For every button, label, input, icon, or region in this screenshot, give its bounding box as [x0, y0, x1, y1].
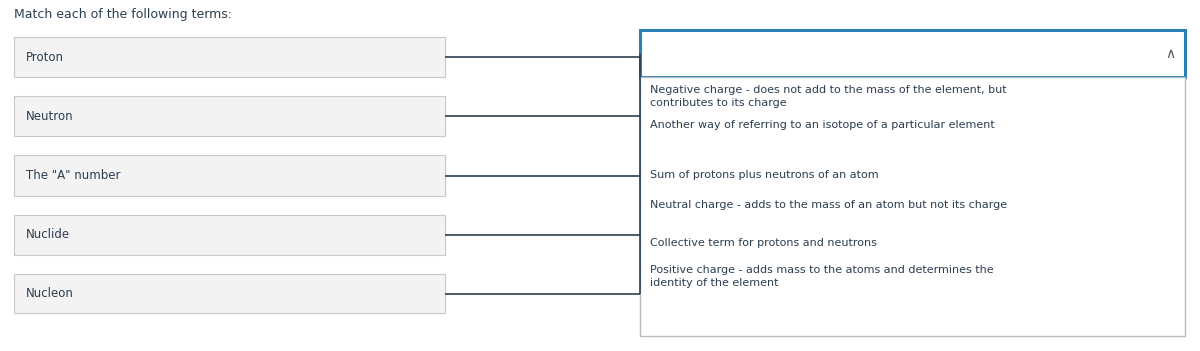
FancyBboxPatch shape [640, 77, 1186, 336]
FancyBboxPatch shape [14, 155, 445, 196]
Text: Positive charge - adds mass to the atoms and determines the
identity of the elem: Positive charge - adds mass to the atoms… [649, 265, 994, 288]
Text: The "A" number: The "A" number [26, 169, 120, 182]
Text: Collective term for protons and neutrons: Collective term for protons and neutrons [649, 238, 876, 248]
FancyBboxPatch shape [14, 215, 445, 255]
Text: Negative charge - does not add to the mass of the element, but
contributes to it: Negative charge - does not add to the ma… [649, 85, 1007, 108]
Text: Neutron: Neutron [26, 110, 73, 122]
Text: Nucleon: Nucleon [26, 287, 74, 300]
Text: Neutral charge - adds to the mass of an atom but not its charge: Neutral charge - adds to the mass of an … [649, 200, 1007, 210]
FancyBboxPatch shape [14, 37, 445, 77]
FancyBboxPatch shape [14, 274, 445, 313]
Text: Sum of protons plus neutrons of an atom: Sum of protons plus neutrons of an atom [649, 170, 878, 180]
Text: Another way of referring to an isotope of a particular element: Another way of referring to an isotope o… [649, 120, 995, 130]
Text: Match each of the following terms:: Match each of the following terms: [14, 8, 232, 21]
Text: Proton: Proton [26, 51, 64, 64]
Text: Nuclide: Nuclide [26, 229, 70, 241]
FancyBboxPatch shape [640, 30, 1186, 77]
Text: ∧: ∧ [1165, 46, 1176, 60]
FancyBboxPatch shape [14, 96, 445, 136]
